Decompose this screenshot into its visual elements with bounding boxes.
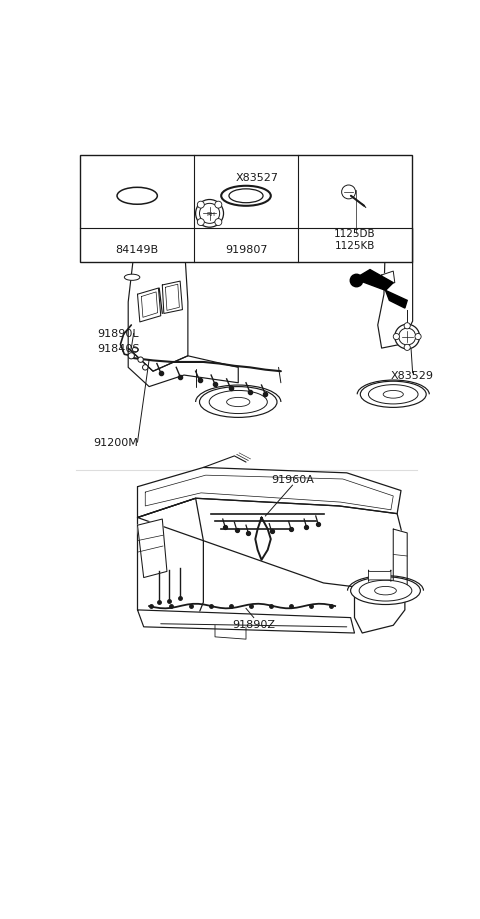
Polygon shape xyxy=(254,231,299,243)
Ellipse shape xyxy=(383,391,403,399)
Ellipse shape xyxy=(350,577,420,605)
FancyBboxPatch shape xyxy=(81,156,411,263)
Text: 91890L: 91890L xyxy=(97,328,139,338)
Circle shape xyxy=(404,345,410,351)
FancyBboxPatch shape xyxy=(369,570,391,582)
Polygon shape xyxy=(393,529,407,587)
Ellipse shape xyxy=(360,381,426,408)
Circle shape xyxy=(132,347,138,353)
Circle shape xyxy=(215,202,222,209)
Text: 1125DB: 1125DB xyxy=(334,229,375,239)
Ellipse shape xyxy=(227,398,250,407)
Polygon shape xyxy=(378,210,413,348)
Circle shape xyxy=(404,323,410,330)
Polygon shape xyxy=(128,240,188,372)
Text: 91960A: 91960A xyxy=(271,474,314,484)
Ellipse shape xyxy=(117,188,157,205)
Ellipse shape xyxy=(369,385,418,404)
Circle shape xyxy=(399,329,416,346)
Text: 84149B: 84149B xyxy=(116,244,158,255)
Text: X83527: X83527 xyxy=(236,173,279,183)
Polygon shape xyxy=(137,499,204,624)
Circle shape xyxy=(200,204,220,224)
Polygon shape xyxy=(137,468,401,518)
Ellipse shape xyxy=(359,581,412,601)
Polygon shape xyxy=(192,158,393,210)
Polygon shape xyxy=(162,282,182,314)
Text: RH: RH xyxy=(206,211,216,217)
Polygon shape xyxy=(207,233,269,247)
Polygon shape xyxy=(355,270,393,291)
Ellipse shape xyxy=(200,387,277,418)
Polygon shape xyxy=(192,184,362,240)
Text: 91890Z: 91890Z xyxy=(232,619,275,630)
Circle shape xyxy=(197,202,204,209)
Text: X83529: X83529 xyxy=(391,370,434,380)
Polygon shape xyxy=(137,610,355,633)
Text: 91840S: 91840S xyxy=(97,344,139,354)
Polygon shape xyxy=(385,291,407,309)
Circle shape xyxy=(197,220,204,226)
Circle shape xyxy=(138,357,144,363)
Ellipse shape xyxy=(124,275,140,281)
Text: 919807: 919807 xyxy=(225,244,267,255)
Circle shape xyxy=(215,220,222,226)
Polygon shape xyxy=(137,519,167,578)
Circle shape xyxy=(342,186,356,199)
Ellipse shape xyxy=(229,189,263,203)
Ellipse shape xyxy=(375,586,396,596)
Polygon shape xyxy=(382,272,395,286)
Polygon shape xyxy=(133,184,393,256)
Circle shape xyxy=(128,353,134,359)
Text: 91200M: 91200M xyxy=(94,437,138,448)
Circle shape xyxy=(393,335,399,340)
Text: 1125KB: 1125KB xyxy=(335,241,375,251)
Ellipse shape xyxy=(209,391,267,414)
Polygon shape xyxy=(137,289,161,323)
Circle shape xyxy=(395,325,420,349)
Circle shape xyxy=(415,335,421,340)
Circle shape xyxy=(196,200,224,228)
Ellipse shape xyxy=(221,187,271,207)
Polygon shape xyxy=(128,348,238,387)
Circle shape xyxy=(143,365,148,370)
Polygon shape xyxy=(137,499,405,633)
